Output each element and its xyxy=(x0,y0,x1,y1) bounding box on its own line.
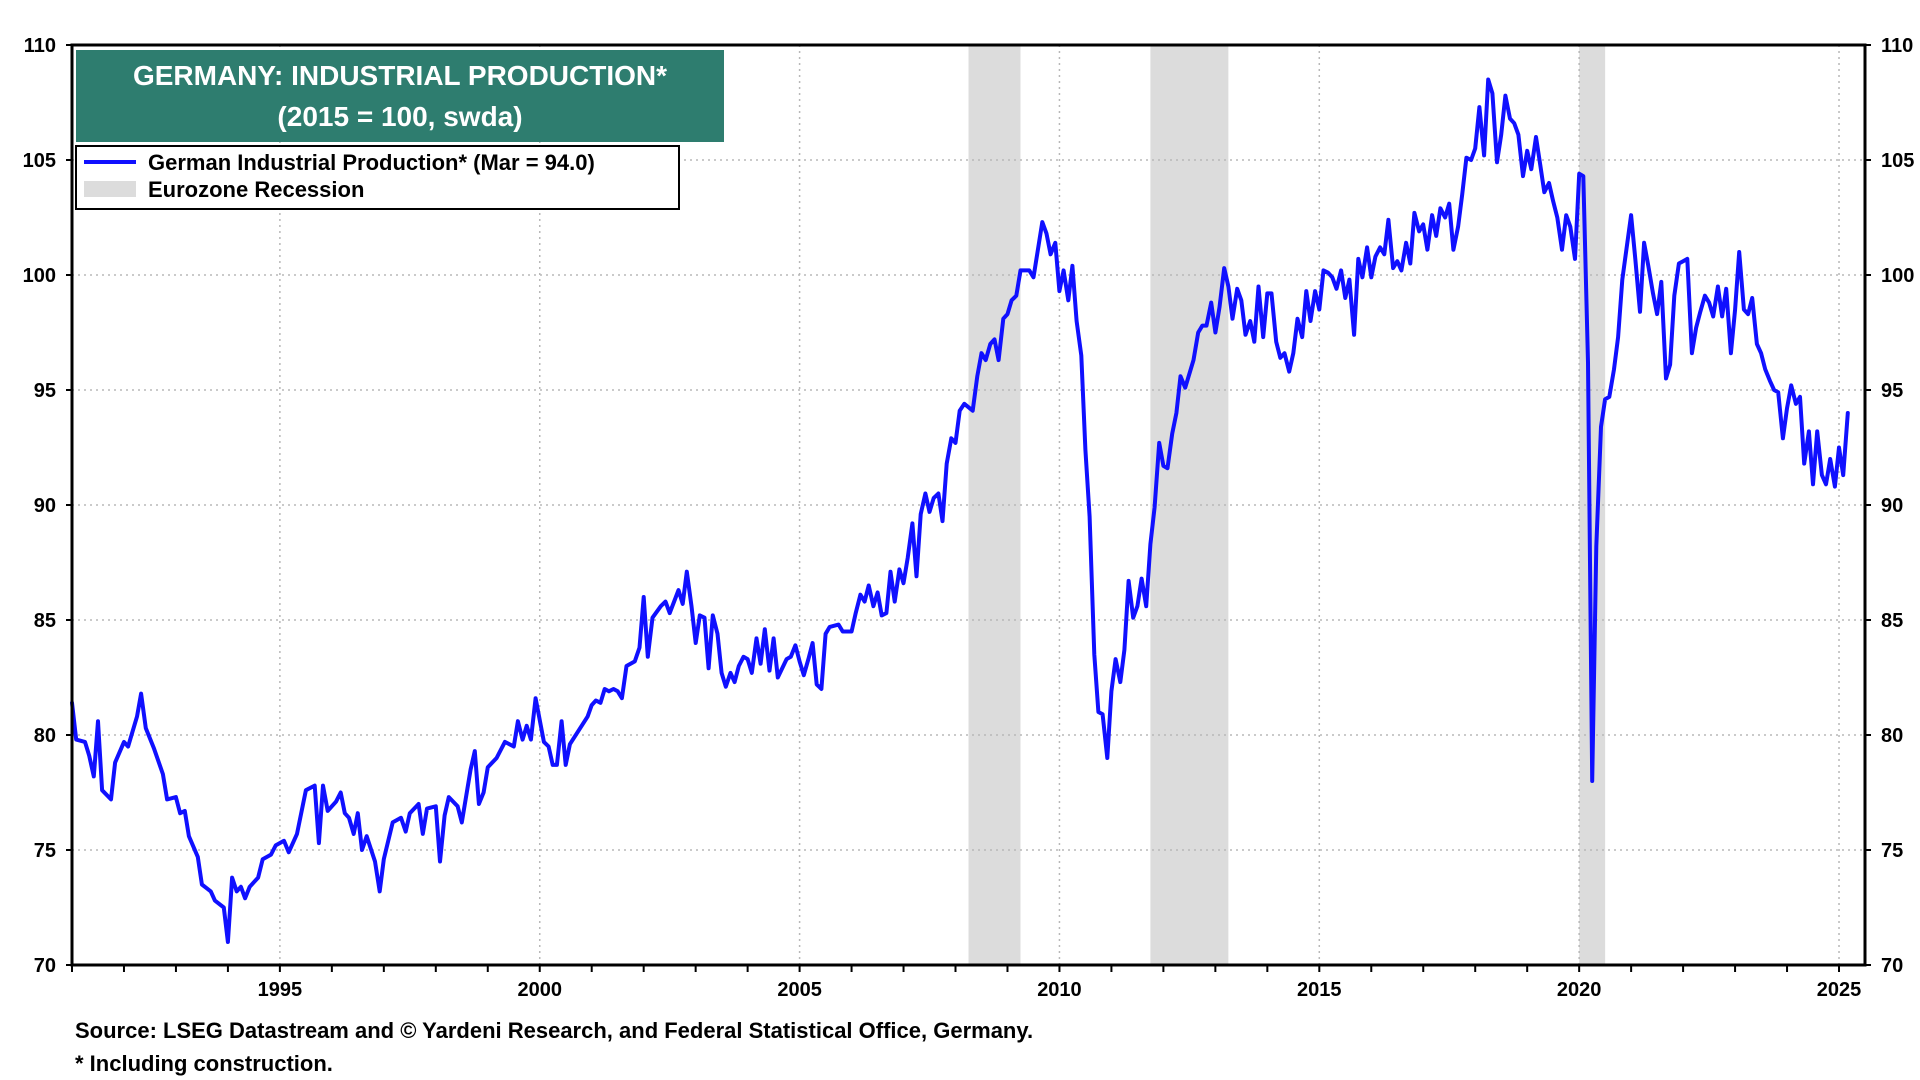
y-tick-label-left: 100 xyxy=(23,265,56,287)
y-tick-label-right: 90 xyxy=(1881,495,1903,517)
legend: German Industrial Production* (Mar = 94.… xyxy=(75,145,680,210)
y-tick-label-left: 80 xyxy=(34,725,56,747)
y-tick-label-right: 80 xyxy=(1881,725,1903,747)
legend-recession-label: Eurozone Recession xyxy=(148,177,364,202)
y-tick-label-left: 95 xyxy=(34,380,56,402)
x-tick-label: 2020 xyxy=(1557,979,1602,1001)
y-tick-label-right: 95 xyxy=(1881,380,1903,402)
y-tick-label-right: 70 xyxy=(1881,955,1903,977)
title-box: GERMANY: INDUSTRIAL PRODUCTION* (2015 = … xyxy=(76,50,724,142)
legend-recession-swatch xyxy=(84,181,136,197)
legend-box xyxy=(75,145,680,210)
x-tick-label: 2005 xyxy=(777,979,822,1001)
y-tick-label-left: 105 xyxy=(23,150,56,172)
source-note: Source: LSEG Datastream and © Yardeni Re… xyxy=(75,1018,1034,1043)
recession-band xyxy=(968,45,1021,965)
y-tick-label-left: 75 xyxy=(34,840,56,862)
plot-frame xyxy=(70,43,1867,967)
series-line xyxy=(70,77,1850,944)
legend-series-label: German Industrial Production* (Mar = 94.… xyxy=(148,150,595,175)
y-tick-label-right: 110 xyxy=(1881,35,1913,57)
chart-subtitle: (2015 = 100, swda) xyxy=(277,101,522,132)
chart-title: GERMANY: INDUSTRIAL PRODUCTION* xyxy=(133,60,667,91)
x-tick-label: 2025 xyxy=(1817,979,1862,1001)
x-tick-label: 1995 xyxy=(258,979,303,1001)
y-tick-label-right: 85 xyxy=(1881,610,1903,632)
y-tick-label-right: 75 xyxy=(1881,840,1903,862)
y-tick-label-left: 70 xyxy=(34,955,56,977)
title-background xyxy=(76,50,724,142)
y-tick-label-left: 85 xyxy=(34,610,56,632)
x-tick-label: 2015 xyxy=(1297,979,1342,1001)
footnote: * Including construction. xyxy=(75,1051,333,1076)
y-tick-label-left: 90 xyxy=(34,495,56,517)
x-tick-label: 2010 xyxy=(1037,979,1082,1001)
y-tick-label-left: 110 xyxy=(24,35,56,57)
x-tick-label: 2000 xyxy=(517,979,562,1001)
y-tick-label-right: 105 xyxy=(1881,150,1914,172)
y-tick-label-right: 100 xyxy=(1881,265,1914,287)
